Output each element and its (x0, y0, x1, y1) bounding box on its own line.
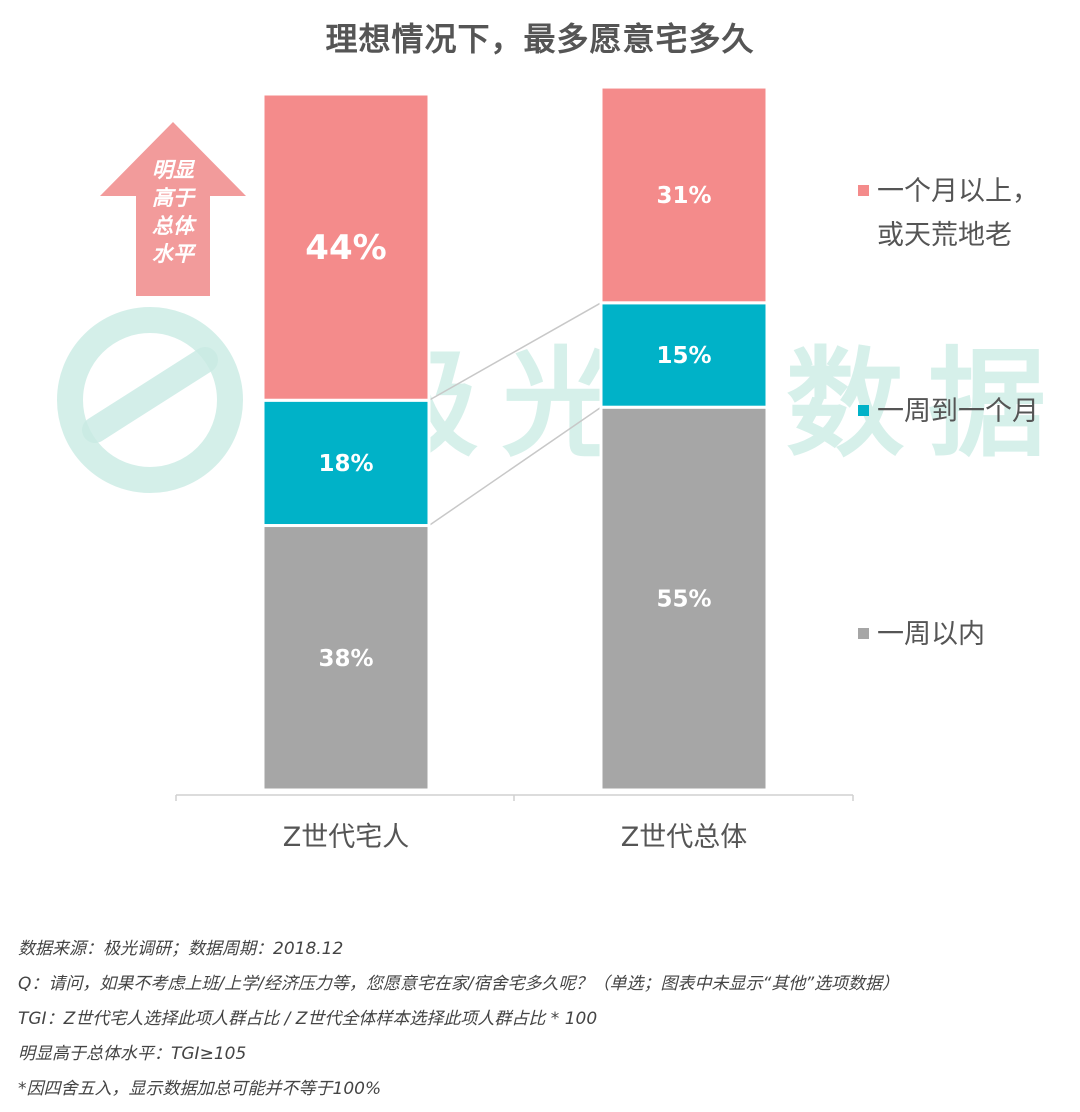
badge-line: 明显 (152, 158, 194, 182)
bar-segment-month_plus (261, 92, 431, 402)
note-source: 数据来源：极光调研；数据周期：2018.12 (18, 939, 344, 959)
note-question: Q：请问，如果不考虑上班/上学/经济压力等，您愿意宅在家/宿舍宅多久呢？（单选；… (18, 974, 900, 994)
legend-swatch-month_plus (858, 185, 869, 196)
connector-line (428, 302, 602, 401)
legend-label: 或天荒地老 (877, 220, 1012, 251)
x-tick-label: Z世代宅人 (283, 822, 410, 853)
watermark-logo-stroke (82, 347, 218, 443)
legend-label: 一个月以上， (877, 176, 1039, 207)
legend-swatch-within_week (858, 628, 869, 639)
connector-lines (428, 302, 602, 527)
footnotes: 数据来源：极光调研；数据周期：2018.12 Q：请问，如果不考虑上班/上学/经… (18, 932, 1068, 1107)
up-arrow-icon (100, 122, 246, 296)
badge-text: 明显 高于 总体 水平 (128, 156, 218, 268)
connector-line (428, 406, 602, 527)
bar-segment-week_to_month (261, 398, 431, 528)
data-label: 31% (656, 183, 711, 209)
badge-line: 高于 (152, 186, 194, 210)
legend-swatch-week_to_month (858, 405, 869, 416)
chart-title: 理想情况下，最多愿意宅多久 (325, 20, 755, 58)
badge-line: 水平 (152, 242, 194, 266)
data-label: 38% (318, 646, 373, 672)
legend-label: 一周到一个月 (877, 396, 1039, 427)
x-tick-label: Z世代总体 (621, 822, 748, 853)
data-label: 44% (305, 228, 386, 268)
note-rounding: *因四舍五入，显示数据加总可能并不等于100% (18, 1079, 382, 1099)
bars: 38% 18% 44% 55% 15% 31% (261, 85, 769, 792)
bar-segment-month_plus (599, 85, 769, 305)
data-label: 18% (318, 451, 373, 477)
badge-line: 总体 (152, 214, 194, 238)
tgi-badge (100, 122, 246, 296)
data-label: 55% (656, 587, 711, 613)
note-tgi: TGI：Z世代宅人选择此项人群占比 / Z世代全体样本选择此项人群占比 * 10… (18, 1009, 598, 1029)
x-axis: Z世代宅人 Z世代总体 (175, 794, 854, 853)
watermark-logo-icon (57, 307, 243, 493)
note-threshold: 明显高于总体水平：TGI≥105 (18, 1044, 247, 1064)
data-label: 15% (656, 343, 711, 369)
legend-label: 一周以内 (877, 619, 985, 650)
bar-segment-within_week (261, 524, 431, 792)
